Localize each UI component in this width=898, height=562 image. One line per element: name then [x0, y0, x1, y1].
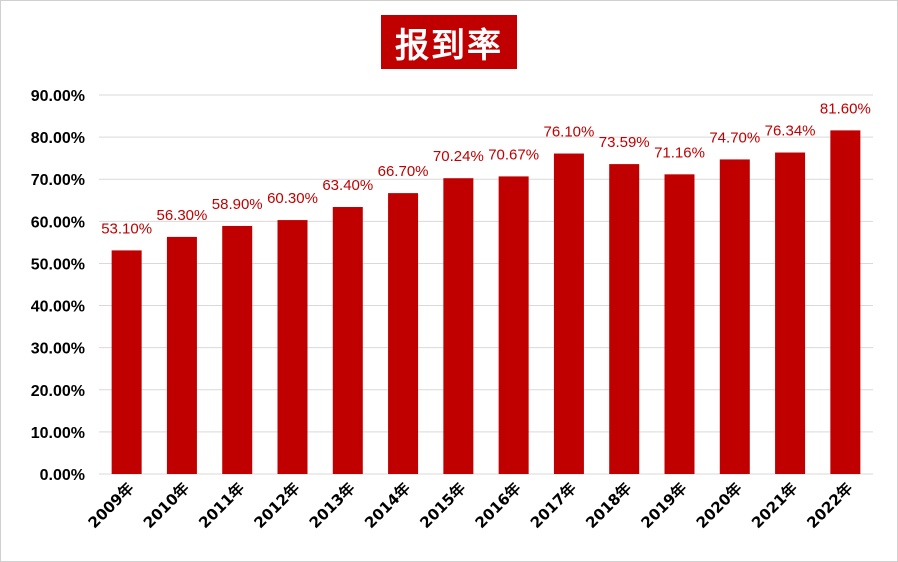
data-label: 81.60% [820, 100, 871, 117]
x-tick-label: 2011年 [195, 479, 248, 532]
y-tick-label: 90.00% [31, 88, 85, 105]
data-label: 70.24% [433, 148, 484, 165]
chart-title-box: 报到率 [381, 15, 517, 69]
bar [498, 176, 529, 475]
bar [553, 153, 584, 475]
y-tick-label: 50.00% [31, 256, 85, 273]
x-tick-label: 2015年 [416, 479, 469, 532]
bar [443, 178, 474, 475]
bar [277, 220, 308, 474]
data-labels: 53.10%56.30% 58.90% 60.30%63.40% 66.70%70.2… [101, 100, 871, 237]
bar [609, 164, 640, 474]
data-label: 76.34% [765, 123, 816, 140]
x-tick-label: 2012年 [250, 479, 303, 532]
data-label: 73.59% [599, 134, 650, 151]
y-tick-label: 20.00% [31, 383, 85, 400]
data-label: 74.70% [709, 129, 760, 146]
bar [830, 130, 861, 474]
x-tick-label: 2018年 [582, 479, 635, 532]
y-tick-label: 70.00% [31, 172, 85, 189]
data-label: 71.16% [654, 144, 705, 161]
data-label: 76.10% [543, 124, 594, 141]
data-label: 66.70% [378, 163, 429, 180]
y-tick-label: 10.00% [31, 425, 85, 442]
x-tick-label: 2020年 [693, 479, 746, 532]
x-tick-label: 2013年 [306, 479, 359, 532]
bar [332, 207, 363, 474]
bar [664, 174, 695, 474]
y-tick-label: 0.00% [40, 467, 85, 484]
chart-title: 报到率 [395, 25, 503, 66]
y-tick-label: 60.00% [31, 214, 85, 231]
y-tick-label: 40.00% [31, 299, 85, 316]
x-tick-label: 2022年 [803, 479, 856, 532]
bar [775, 152, 806, 474]
x-tick-label: 2010年 [140, 479, 193, 532]
x-tick-label: 2019年 [637, 479, 690, 532]
y-axis-ticks: 0.00% 10.00% 20.00% 30.00% 40.00% 50.00% 60.00… [31, 88, 85, 484]
bar [111, 250, 142, 474]
x-tick-label: 2009年 [85, 479, 138, 532]
bar [719, 159, 750, 474]
bar [222, 225, 253, 474]
y-tick-label: 80.00% [31, 130, 85, 147]
data-label: 58.90% [212, 196, 263, 213]
bar [388, 193, 419, 474]
data-label: 70.67% [488, 146, 539, 163]
data-label: 53.10% [101, 220, 152, 237]
x-tick-label: 2021年 [748, 479, 801, 532]
data-label: 56.30% [156, 207, 207, 224]
bars [111, 130, 861, 475]
x-tick-label: 2016年 [472, 479, 525, 532]
y-tick-label: 30.00% [31, 341, 85, 358]
x-axis-ticks: 2009年 2010年 2011年 2012年 2013年 2014年 2015年 2016年… [85, 479, 857, 532]
bar [166, 236, 197, 474]
grid-lines [99, 94, 873, 475]
data-label: 60.30% [267, 190, 318, 207]
data-label: 63.40% [322, 177, 373, 194]
x-tick-label: 2017年 [527, 479, 580, 532]
x-tick-label: 2014年 [361, 479, 414, 532]
